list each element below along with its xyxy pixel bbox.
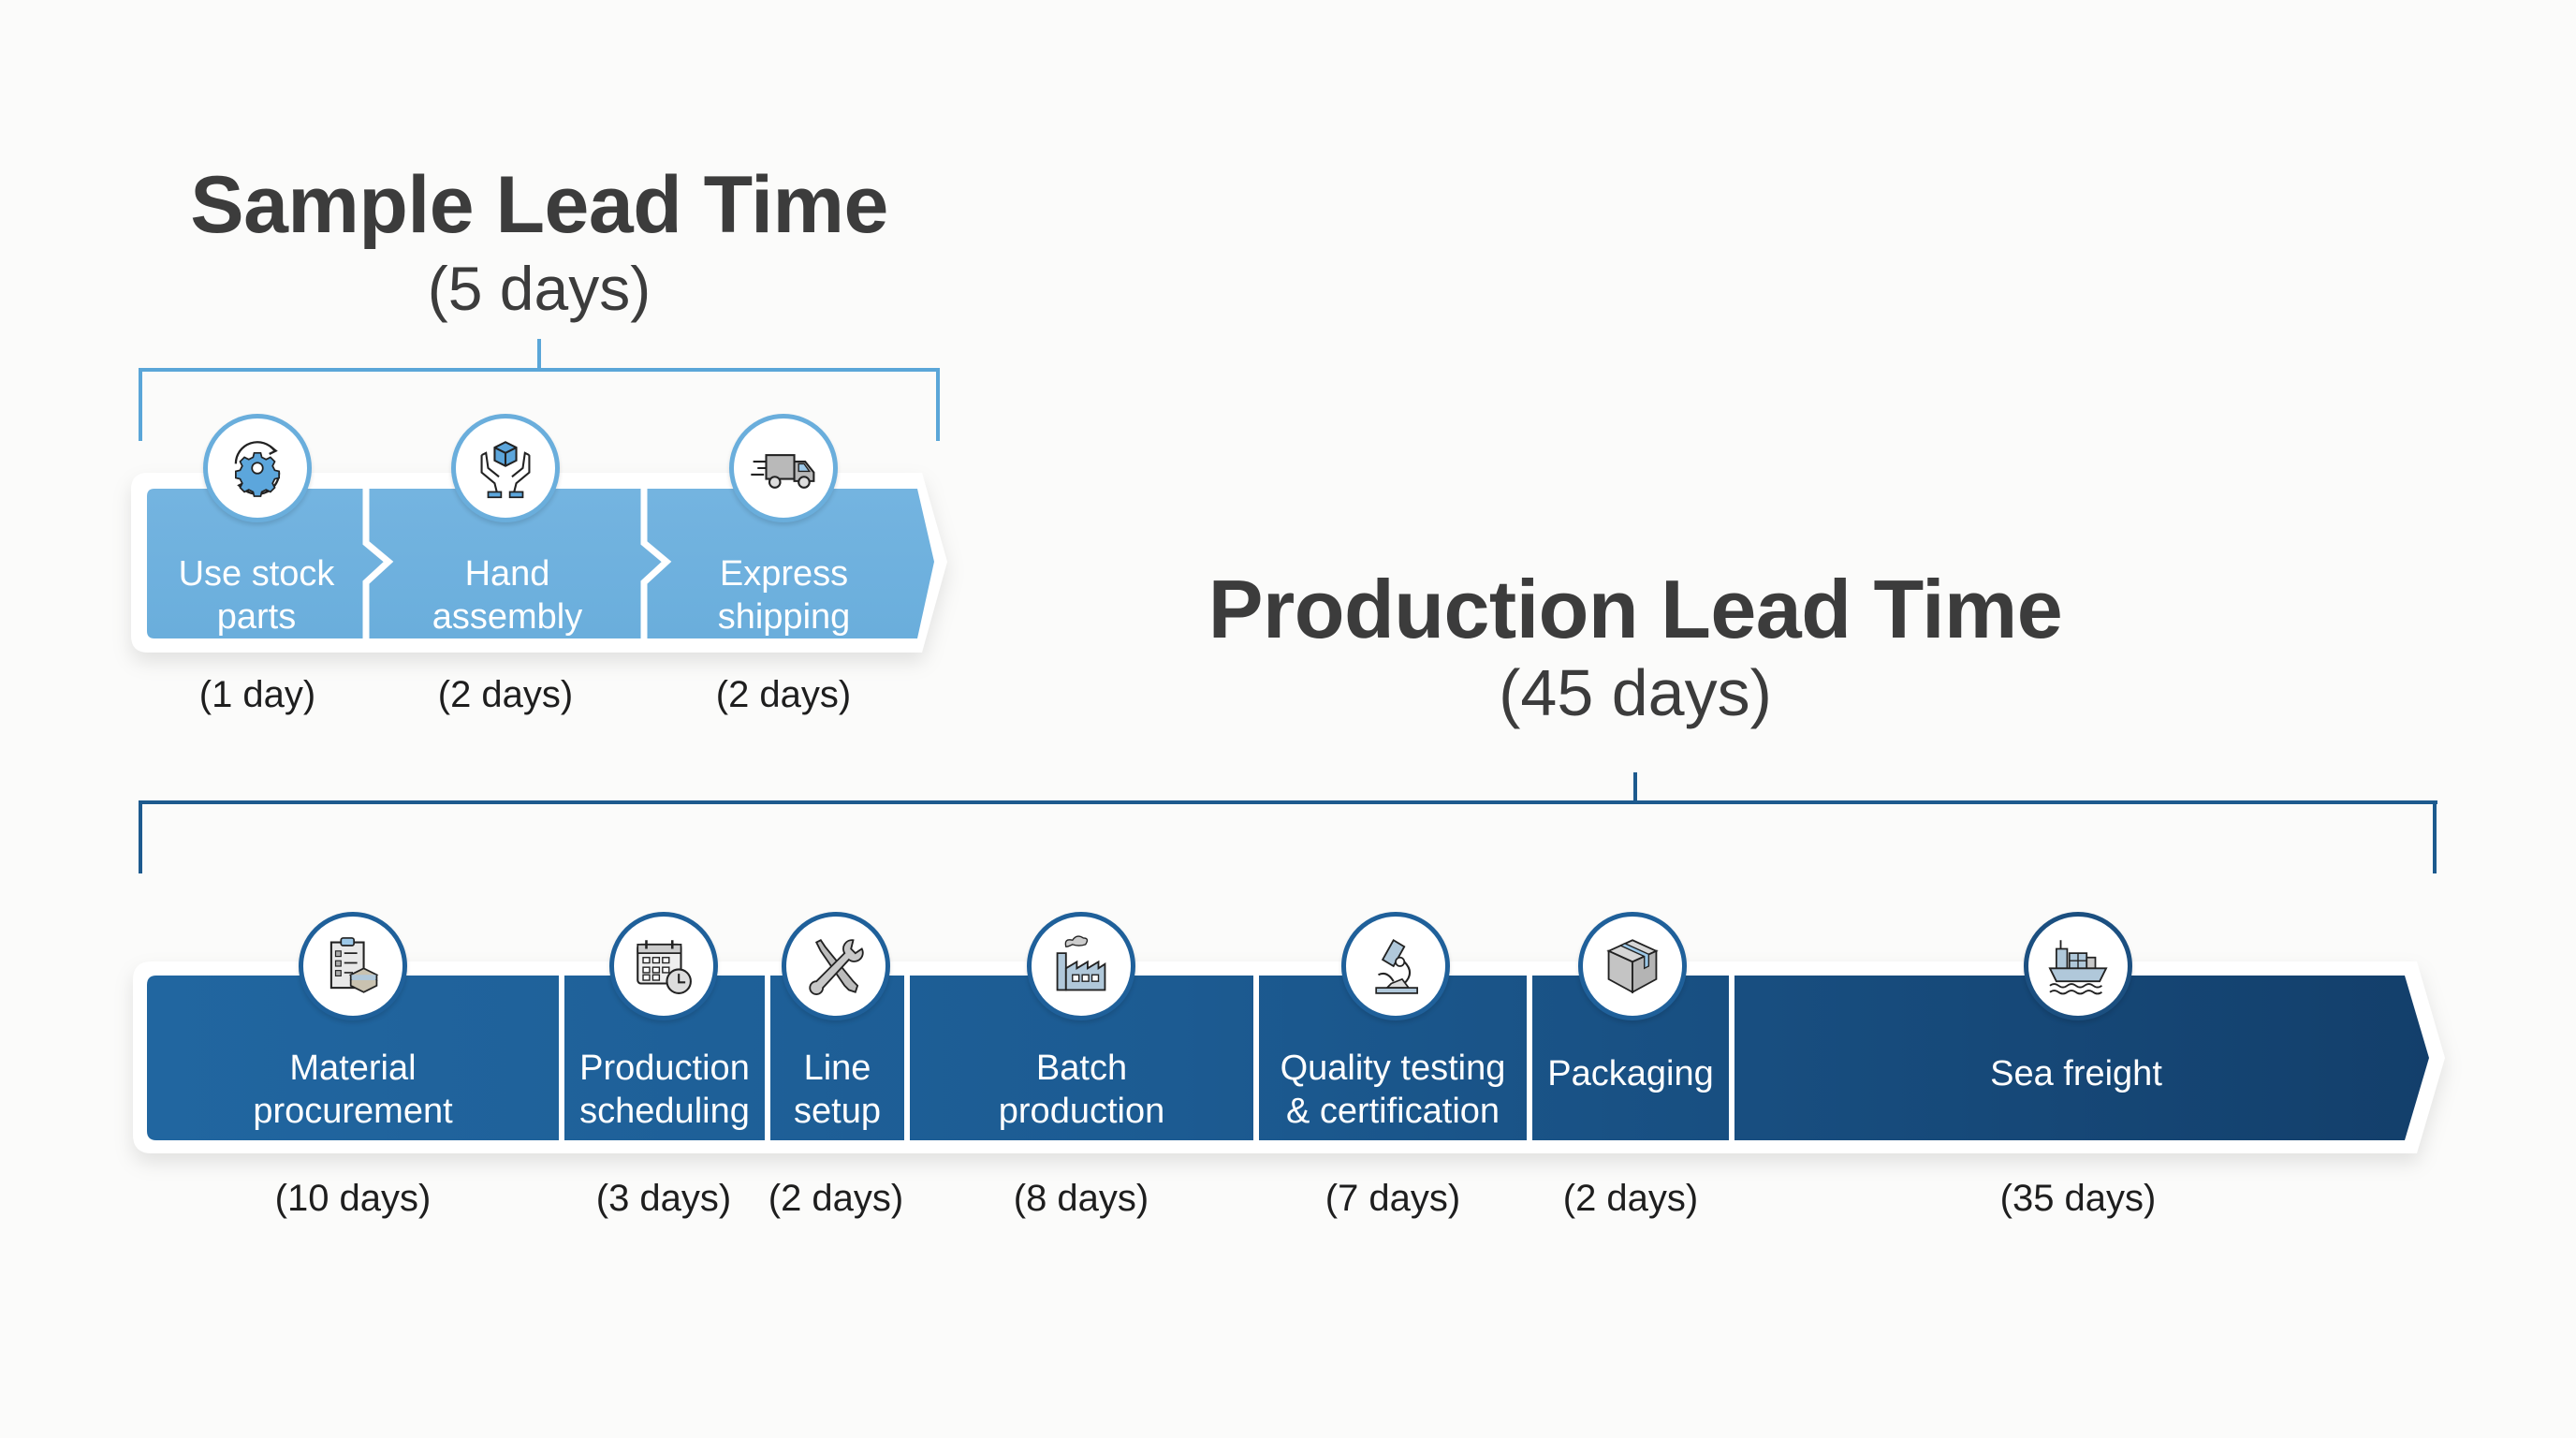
step-label-line1: Use stock [178,553,335,594]
sample-duration-3: (2 days) [715,674,852,715]
delivery-truck-icon [729,414,838,522]
gear-cycle-icon [203,414,312,522]
package-box-icon [1578,912,1687,1020]
step-label-line2: parts [216,597,297,637]
production-duration-6: (2 days) [1562,1178,1699,1219]
production-duration-4: (8 days) [1013,1178,1149,1219]
production-bar [147,976,2429,1140]
step-label-line1: Packaging [1547,1053,1714,1093]
step-label-line2: production [998,1092,1165,1131]
step-label-line1: Express [719,553,849,594]
sample-bracket-right [936,368,940,441]
production-step-sea-freight: Sea freight [1734,976,2418,1140]
step-label-line1: Material [289,1048,417,1088]
sample-bar [147,489,934,640]
production-duration-7: (35 days) [1999,1178,2157,1219]
step-label-line2: procurement [253,1092,453,1131]
step-label-line2: setup [794,1092,881,1131]
sample-bracket-top [139,368,940,372]
sample-step-hand-assembly: Hand assembly [373,489,642,638]
step-label-line2: & certification [1285,1092,1500,1131]
sample-duration-1: (1 day) [198,674,316,715]
microscope-icon [1341,912,1450,1020]
production-duration-3: (2 days) [768,1178,904,1219]
production-step-material-procurement: Material procurement [147,976,559,1140]
sample-bracket-left [139,368,142,441]
production-bracket-top [139,800,2437,804]
production-step-line-setup: Line setup [770,976,904,1140]
step-label-line1: Quality testing [1280,1048,1506,1088]
step-label-line1: Batch [1035,1048,1128,1088]
sample-step-use-stock-parts: Use stock parts [147,489,366,638]
hands-box-icon [451,414,560,522]
step-label-line2: assembly [432,597,583,637]
production-step-batch-production: Batch production [910,976,1253,1140]
production-bracket-left [139,800,142,873]
factory-icon [1027,912,1135,1020]
step-label-line1: Hand [464,553,550,594]
wrench-screwdriver-icon [782,912,890,1020]
sample-total-duration: (5 days) [427,254,651,323]
sample-bracket-stem [537,339,541,372]
production-step-quality-testing: Quality testing & certification [1259,976,1527,1140]
step-label-line1: Sea freight [1990,1053,2162,1093]
step-label-line2: shipping [717,597,851,637]
step-label-line2: scheduling [579,1092,750,1131]
production-duration-1: (10 days) [274,1178,432,1219]
sample-title: Sample Lead Time [190,160,888,250]
production-title: Production Lead Time [1208,563,2063,655]
calendar-clock-icon [609,912,718,1020]
production-total-duration: (45 days) [1499,656,1772,729]
sample-duration-2: (2 days) [437,674,574,715]
production-step-production-scheduling: Production scheduling [564,976,765,1140]
sample-step-express-shipping: Express shipping [651,489,917,638]
clipboard-materials-icon [299,912,407,1020]
cargo-ship-icon [2024,912,2132,1020]
production-duration-5: (7 days) [1325,1178,1461,1219]
step-label-line1: Line [803,1048,871,1088]
production-bracket-right [2433,800,2437,873]
production-step-packaging: Packaging [1532,976,1729,1140]
production-bracket-stem [1633,772,1637,804]
step-label-line1: Production [579,1048,750,1088]
production-duration-2: (3 days) [595,1178,732,1219]
